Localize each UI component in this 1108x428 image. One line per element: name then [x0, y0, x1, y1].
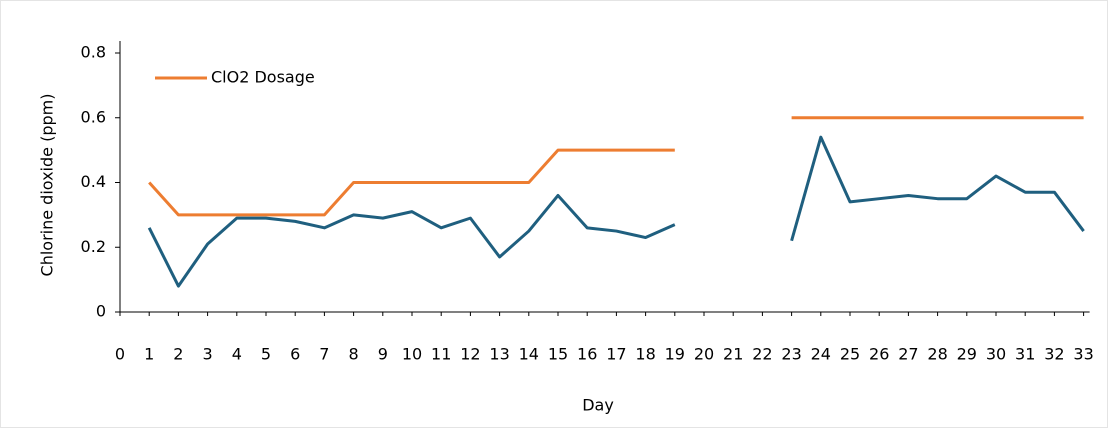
x-axis-label: Day [582, 396, 614, 415]
x-tick-label: 3 [203, 345, 213, 364]
x-tick-label: 29 [957, 345, 977, 364]
x-tick-label: 33 [1073, 345, 1093, 364]
y-tick-label: 0.6 [81, 107, 106, 126]
x-tick-label: 1 [144, 345, 154, 364]
x-tick-label: 24 [811, 345, 831, 364]
x-tick-label: 14 [519, 345, 539, 364]
x-tick-label: 10 [402, 345, 422, 364]
x-tick-label: 0 [115, 345, 125, 364]
x-tick-label: 21 [723, 345, 743, 364]
y-tick-label: 0.8 [81, 43, 106, 62]
x-tick-label: 18 [635, 345, 655, 364]
x-tick-label: 7 [319, 345, 329, 364]
x-tick-label: 31 [1015, 345, 1035, 364]
data-line [148, 116, 1084, 217]
x-tick-label: 32 [1044, 345, 1064, 364]
x-tick-label: 12 [460, 345, 480, 364]
x-tick-label: 19 [665, 345, 685, 364]
x-tick-label: 16 [577, 345, 597, 364]
x-tick-label: 11 [431, 345, 451, 364]
y-tick-label: 0.2 [81, 237, 106, 256]
x-tick-label: 17 [606, 345, 626, 364]
x-tick-label: 8 [349, 345, 359, 364]
x-tick-label: 30 [986, 345, 1006, 364]
x-tick-label: 15 [548, 345, 568, 364]
x-tick-label: 9 [378, 345, 388, 364]
y-tick-label: 0.4 [81, 172, 106, 191]
x-tick-label: 28 [927, 345, 947, 364]
x-tick-label: 4 [232, 345, 242, 364]
x-tick-label: 26 [869, 345, 889, 364]
y-axis-label: Chlorine dioxide (ppm) [38, 94, 57, 277]
x-tick-label: 6 [290, 345, 300, 364]
legend-label: ClO2 Dosage [211, 68, 315, 87]
y-tick-label: 0 [96, 302, 106, 321]
x-tick-label: 27 [898, 345, 918, 364]
x-tick-label: 23 [781, 345, 801, 364]
x-tick-label: 13 [489, 345, 509, 364]
x-tick-label: 22 [752, 345, 772, 364]
x-tick-label: 5 [261, 345, 271, 364]
data-line [147, 135, 1085, 288]
x-tick-label: 25 [840, 345, 860, 364]
x-tick-label: 20 [694, 345, 714, 364]
x-tick-label: 2 [173, 345, 183, 364]
